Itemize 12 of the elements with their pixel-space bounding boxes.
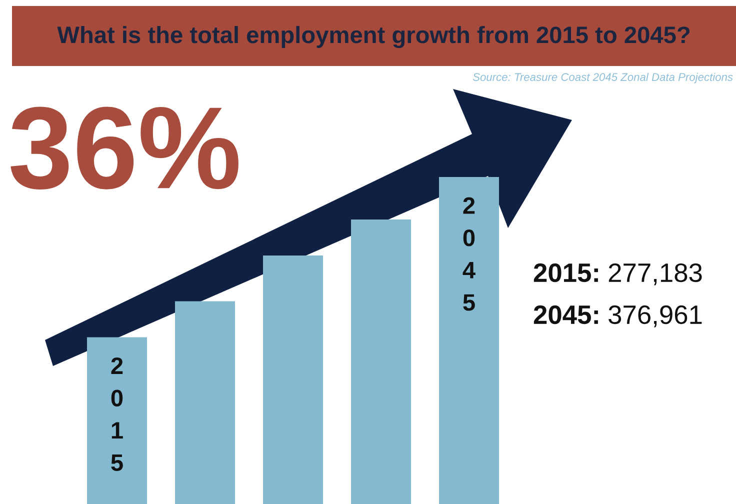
text: 2045: 376,961: [534, 305, 702, 328]
bar: [87, 337, 147, 504]
bar: [351, 220, 411, 504]
bar: [439, 177, 499, 504]
bar: [263, 255, 323, 504]
text: 2015: 277,183: [534, 263, 702, 286]
source-note: Source: Treasure Coast 2045 Zonal Data Projections: [472, 72, 733, 84]
bar: [175, 301, 235, 504]
annotation: 36%: [10, 106, 238, 190]
chart-title: What is the total employment growth from 2015 to 2045?: [57, 26, 690, 48]
x-tick-label: 2045: [462, 197, 476, 311]
x-tick-label: 2015: [111, 357, 123, 472]
